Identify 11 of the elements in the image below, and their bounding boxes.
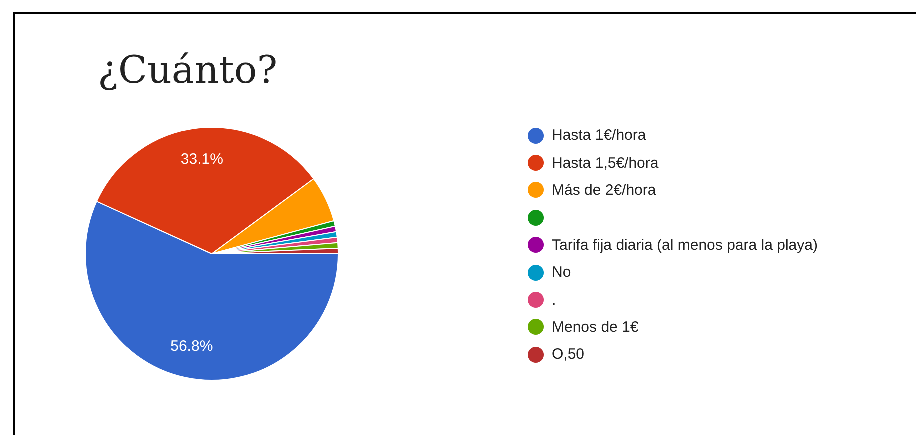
chart-title: ¿Cuánto? [98,48,278,92]
legend-label: Tarifa fija diaria (al menos para la playa) [552,236,818,254]
legend-label: O,50 [552,346,585,364]
legend-label: No [552,264,572,282]
data-label: 56.8% [170,338,214,355]
legend-label: Hasta 1€/hora [552,127,646,144]
legend-label: Hasta 1,5€/hora [552,154,659,172]
legend-label: Menos de 1€ [552,318,639,336]
legend-label: Más de 2€/hora [552,182,656,199]
data-label: 33.1% [180,150,224,168]
legend-label: . [552,292,556,309]
